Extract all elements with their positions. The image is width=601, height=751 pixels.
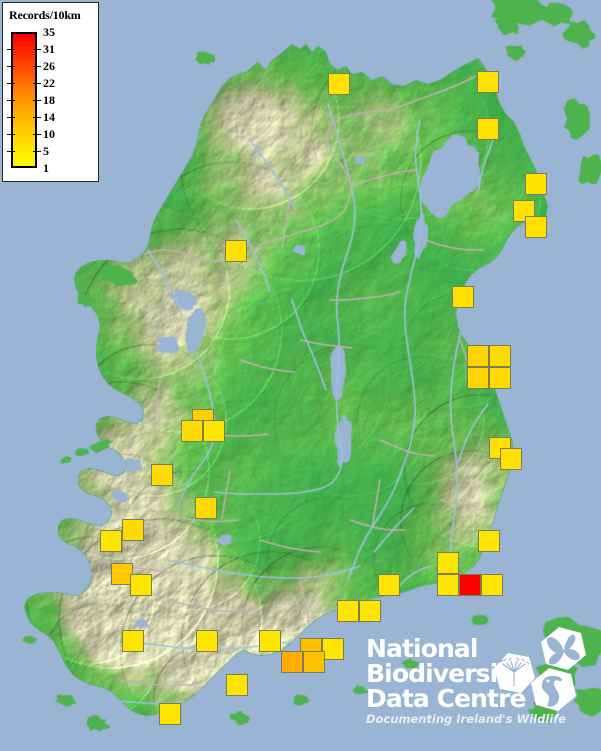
grid-square (489, 367, 511, 389)
legend-tick (33, 100, 41, 101)
logo-line-3: Data Centre (366, 684, 526, 713)
legend-title: Records/10km (9, 8, 81, 22)
legend-tick (7, 117, 15, 118)
grid-square (303, 651, 325, 673)
logo-hexagon-marks (494, 627, 586, 711)
grid-square (225, 240, 247, 262)
grid-square (378, 574, 400, 596)
legend-label: 14 (43, 110, 55, 124)
legend-tick (33, 66, 41, 67)
grid-square (500, 448, 522, 470)
legend-label: 1 (43, 161, 49, 175)
grid-square (437, 552, 459, 574)
legend-tick (33, 117, 41, 118)
grid-square (203, 420, 225, 442)
grid-square (467, 345, 489, 367)
grid-square (100, 530, 122, 552)
grid-square (195, 497, 217, 519)
grid-square (477, 118, 499, 140)
nbdc-logo: National Biodiversity Data Centre Docume… (366, 627, 591, 741)
legend-tick (7, 83, 15, 84)
legend-tick (33, 151, 41, 152)
legend-label: 26 (43, 59, 55, 73)
grid-square (122, 519, 144, 541)
grid-square (478, 530, 500, 552)
plant-umbel-hexagon (494, 653, 535, 693)
logo-tagline: Documenting Ireland's Wildlife (366, 712, 567, 726)
butterfly-hexagon (541, 627, 586, 670)
legend-tick (7, 66, 15, 67)
grid-square (337, 600, 359, 622)
legend-label: 31 (43, 42, 55, 56)
grid-square (359, 600, 381, 622)
grid-square (459, 574, 481, 596)
grid-square (159, 703, 181, 725)
grid-square (525, 173, 547, 195)
grid-square (467, 367, 489, 389)
grid-square (281, 651, 303, 673)
grid-square (328, 73, 350, 95)
legend-tick (33, 83, 41, 84)
legend-tick (7, 151, 15, 152)
grid-square (452, 286, 474, 308)
legend-tick (7, 100, 15, 101)
legend-panel: Records/10km 35 31 26 22 18 14 10 5 1 (2, 2, 99, 182)
legend-color-ramp-wrap (7, 32, 41, 168)
legend-label: 35 (43, 25, 55, 39)
grid-square (437, 574, 459, 596)
grid-square (489, 345, 511, 367)
grid-square (259, 630, 281, 652)
grid-square (477, 71, 499, 93)
grid-square (481, 574, 503, 596)
seahorse-hexagon (531, 668, 576, 711)
grid-square (130, 574, 152, 596)
legend-label: 5 (43, 144, 49, 158)
legend-label: 10 (43, 127, 55, 141)
logo-line-1: National (366, 634, 478, 663)
legend-label: 22 (43, 76, 55, 90)
grid-square (181, 420, 203, 442)
legend-tick (33, 134, 41, 135)
legend-tick (7, 134, 15, 135)
grid-square (226, 674, 248, 696)
grid-square (151, 464, 173, 486)
grid-square (525, 216, 547, 238)
grid-square (122, 630, 144, 652)
legend-label: 18 (43, 93, 55, 107)
grid-square (196, 630, 218, 652)
legend-tick (7, 49, 15, 50)
legend-tick (33, 49, 41, 50)
grid-square (322, 638, 344, 660)
